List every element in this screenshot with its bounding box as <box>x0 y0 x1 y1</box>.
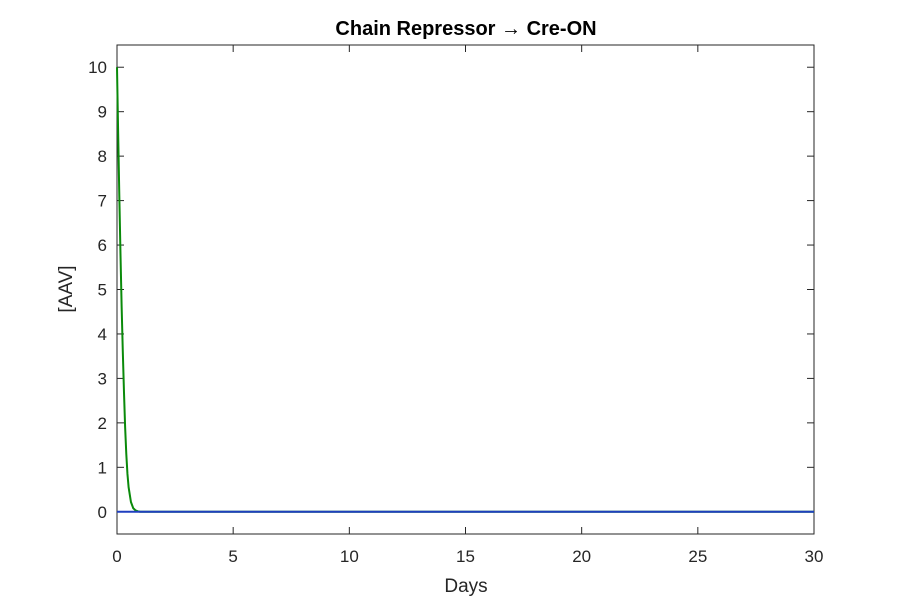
y-tick-label: 2 <box>98 414 107 433</box>
x-tick-label: 25 <box>688 547 707 566</box>
y-tick-label: 9 <box>98 103 107 122</box>
y-tick-label: 5 <box>98 281 107 300</box>
ticks-layer: 0 5 10 15 20 25 30 0 1 2 3 4 5 6 7 8 9 10 <box>88 45 823 566</box>
series-layer <box>116 67 814 513</box>
x-tick-label: 15 <box>456 547 475 566</box>
x-tick-label: 20 <box>572 547 591 566</box>
x-tick-label: 0 <box>112 547 121 566</box>
y-tick-label: 7 <box>98 192 107 211</box>
plot-area <box>116 44 815 535</box>
y-tick-label: 4 <box>98 325 107 344</box>
y-tick-label: 3 <box>98 369 107 388</box>
chart-title: Chain Repressor → Cre-ON <box>335 18 596 40</box>
y-tick-label: 1 <box>98 458 107 477</box>
y-tick-label: 6 <box>98 236 107 255</box>
y-tick-label: 8 <box>98 147 107 166</box>
x-tick-label: 30 <box>805 547 824 566</box>
x-axis-label: Days <box>444 576 487 597</box>
y-tick-label: 10 <box>88 58 107 77</box>
y-axis-label: [AAV] <box>56 265 77 312</box>
y-tick-label: 0 <box>98 503 107 522</box>
x-tick-label: 5 <box>228 547 237 566</box>
x-tick-label: 10 <box>340 547 359 566</box>
series-line-1 <box>116 67 814 513</box>
